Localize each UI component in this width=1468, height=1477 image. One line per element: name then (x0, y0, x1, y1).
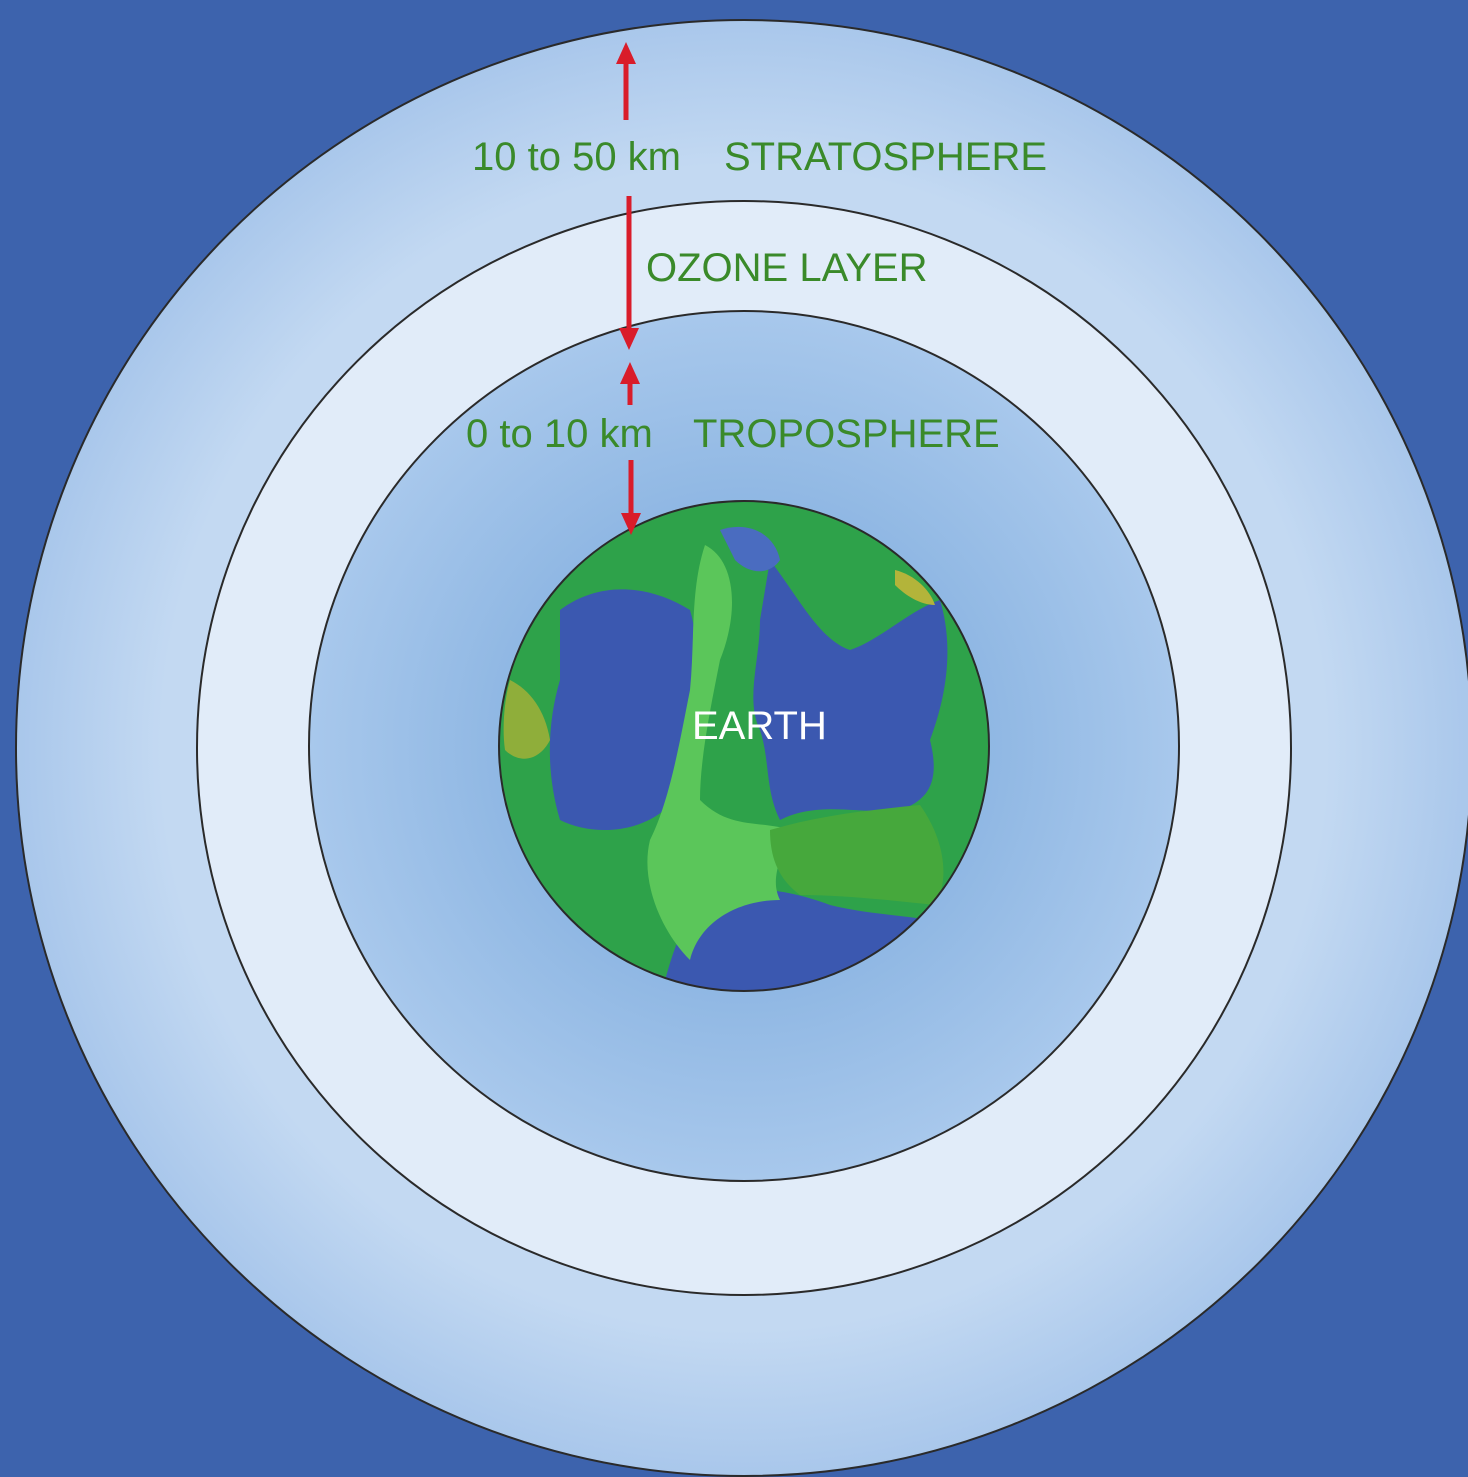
land-southeast (770, 805, 944, 905)
troposphere-range-label: 0 to 10 km (466, 412, 653, 456)
stratosphere-name-label: STRATOSPHERE (724, 135, 1047, 179)
troposphere-name-label: TROPOSPHERE (693, 412, 1000, 456)
land-west-desert (503, 680, 550, 759)
ocean-right (753, 560, 948, 820)
land-northeast-desert (895, 570, 935, 605)
troposphere-arrow-up (620, 362, 640, 405)
stratosphere-arrow-down (619, 196, 639, 350)
ocean-top (720, 526, 780, 572)
ozone-layer-label: OZONE LAYER (646, 246, 928, 290)
stratosphere-range-label: 10 to 50 km (472, 135, 681, 179)
earth-globe (498, 500, 990, 992)
earth-label: EARTH (692, 704, 827, 748)
ocean-left (549, 589, 697, 830)
stratosphere-arrow-up (616, 42, 636, 120)
troposphere-arrow-down (621, 460, 641, 535)
land-central (647, 545, 790, 960)
